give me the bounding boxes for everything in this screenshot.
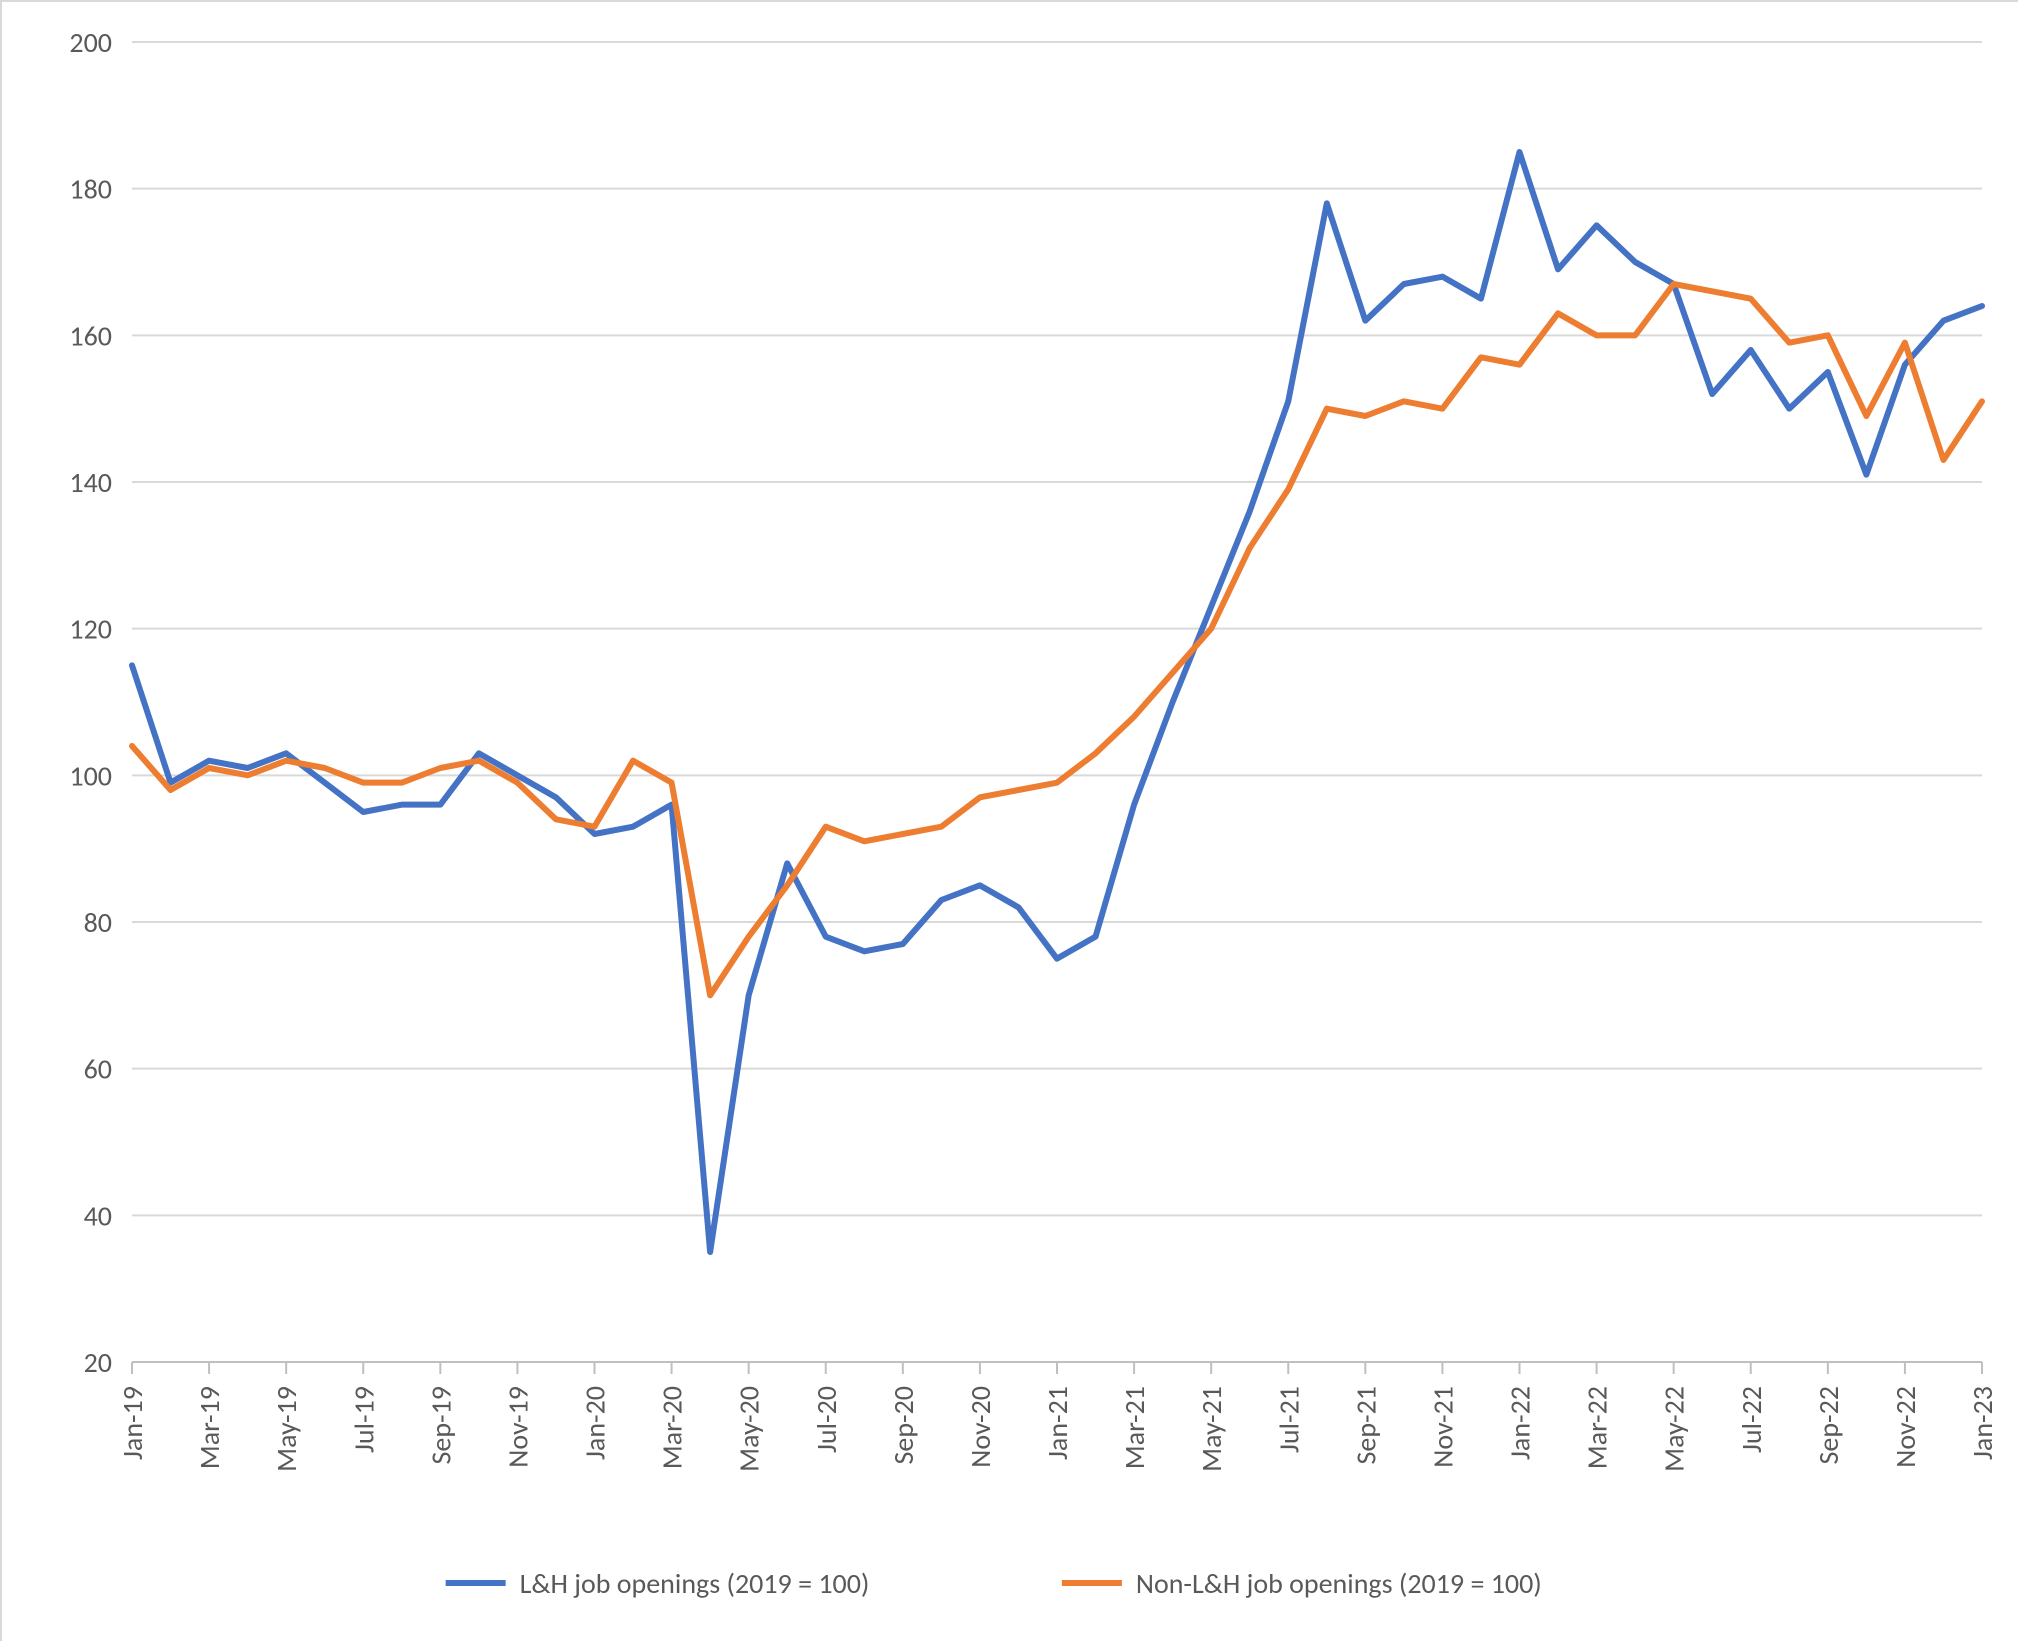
x-tick-label: May-20	[732, 1386, 767, 1472]
x-tick-label: Mar-20	[655, 1386, 690, 1469]
y-tick-label: 140	[69, 465, 112, 500]
y-tick-label: 120	[69, 612, 112, 647]
x-tick-label: May-19	[269, 1386, 304, 1472]
y-tick-label: 160	[69, 318, 112, 353]
x-tick-label: Sep-22	[1811, 1386, 1846, 1464]
x-tick-label: Jan-20	[578, 1386, 613, 1460]
y-tick-label: 200	[69, 25, 112, 60]
x-tick-label: Nov-20	[963, 1386, 998, 1468]
x-tick-label: Sep-20	[886, 1386, 921, 1464]
x-tick-label: Mar-22	[1580, 1386, 1615, 1469]
x-tick-label: Jul-19	[346, 1386, 381, 1453]
x-tick-label: Jul-22	[1734, 1386, 1769, 1453]
x-tick-label: Nov-19	[500, 1386, 535, 1468]
chart-bg	[2, 2, 2018, 1643]
x-tick-label: Jan-22	[1503, 1386, 1538, 1460]
y-tick-label: 100	[69, 758, 112, 793]
x-tick-label: Jul-20	[809, 1386, 844, 1453]
x-tick-label: May-21	[1194, 1386, 1229, 1472]
x-tick-label: Sep-21	[1348, 1386, 1383, 1464]
y-tick-label: 180	[69, 172, 112, 207]
x-tick-label: May-22	[1657, 1386, 1692, 1472]
chart-frame: 20 40 60 80 100 120 140 160 180 200 Jan-19 Mar-19 Ma…	[0, 0, 2018, 1641]
y-tick-label: 80	[84, 905, 112, 940]
x-tick-label: Nov-22	[1888, 1386, 1923, 1468]
y-tick-label: 40	[84, 1198, 112, 1233]
x-tick-label: Jul-21	[1271, 1386, 1306, 1453]
y-tick-label: 60	[84, 1052, 112, 1087]
line-chart: 20 40 60 80 100 120 140 160 180 200 Jan-19 Mar-19 Ma…	[2, 2, 2018, 1643]
y-tick-label: 20	[84, 1345, 112, 1380]
x-tick-label: Jan-19	[115, 1386, 150, 1460]
x-tick-label: Mar-21	[1117, 1386, 1152, 1469]
x-tick-label: Jan-21	[1040, 1386, 1075, 1460]
legend-label: L&H job openings (2019 = 100)	[520, 1566, 870, 1601]
x-tick-label: Nov-21	[1425, 1386, 1460, 1468]
x-tick-label: Sep-19	[423, 1386, 458, 1464]
legend-label: Non-L&H job openings (2019 = 100)	[1136, 1566, 1542, 1601]
x-tick-label: Mar-19	[192, 1386, 227, 1469]
x-tick-label: Jan-23	[1965, 1386, 2000, 1460]
